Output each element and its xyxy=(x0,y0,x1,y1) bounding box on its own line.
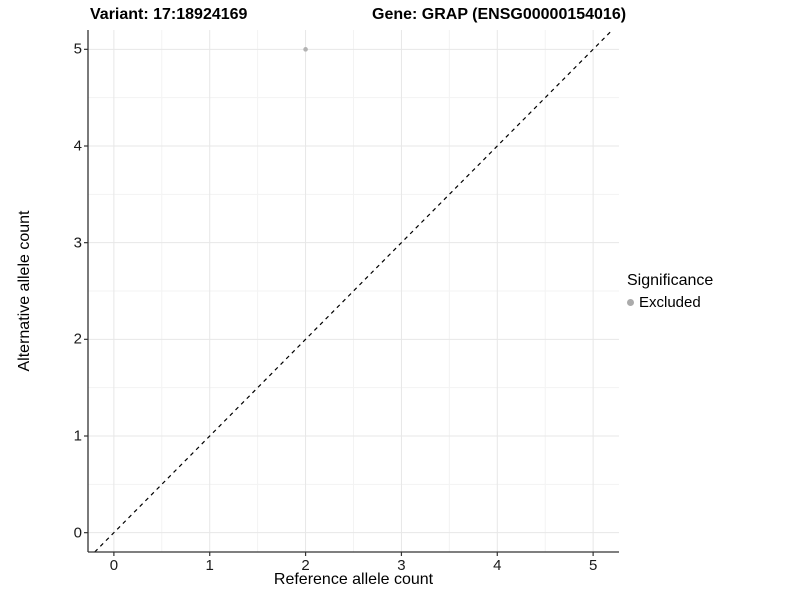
y-tick-label: 2 xyxy=(73,330,82,348)
x-tick-label: 2 xyxy=(301,557,310,574)
y-tick-label: 4 xyxy=(73,137,82,155)
variant-title: Variant: 17:18924169 xyxy=(90,6,248,23)
x-tick-label: 5 xyxy=(588,557,598,574)
x-axis-title: Reference allele count xyxy=(273,571,434,588)
y-tick-label: 3 xyxy=(73,234,82,252)
excluded-point-icon xyxy=(627,299,634,306)
x-tick-label: 3 xyxy=(397,557,406,574)
y-axis-title: Alternative allele count xyxy=(16,210,33,372)
legend-title: Significance xyxy=(627,272,714,289)
x-tick-label: 0 xyxy=(109,557,119,574)
identity-line xyxy=(94,29,613,553)
y-tick-label: 0 xyxy=(73,524,82,542)
data-point xyxy=(303,47,308,52)
legend: Significance Excluded xyxy=(627,272,713,311)
y-tick-label: 1 xyxy=(73,427,82,445)
legend-item-excluded: Excluded xyxy=(627,294,713,311)
legend-item-label: Excluded xyxy=(639,294,701,311)
gene-title: Gene: GRAP (ENSG00000154016) xyxy=(372,6,627,23)
y-tick-label: 5 xyxy=(73,40,82,58)
x-tick-label: 1 xyxy=(205,557,214,574)
x-tick-label: 4 xyxy=(493,557,502,574)
